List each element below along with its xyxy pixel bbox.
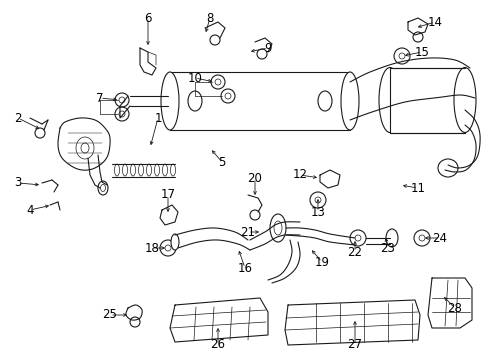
Text: 17: 17: [160, 189, 175, 202]
Ellipse shape: [171, 234, 179, 250]
Text: 4: 4: [26, 203, 34, 216]
Text: 9: 9: [264, 41, 271, 54]
Ellipse shape: [453, 68, 475, 132]
Ellipse shape: [161, 72, 179, 130]
Text: 23: 23: [380, 242, 395, 255]
Text: 2: 2: [14, 112, 21, 125]
Ellipse shape: [378, 68, 400, 132]
Text: 7: 7: [96, 91, 103, 104]
Text: 28: 28: [447, 302, 462, 315]
Bar: [389, 68, 464, 133]
Text: 1: 1: [154, 112, 162, 125]
Ellipse shape: [269, 214, 285, 242]
Text: 16: 16: [237, 261, 252, 274]
Text: 5: 5: [218, 156, 225, 168]
Text: 18: 18: [144, 242, 159, 255]
Text: 19: 19: [314, 256, 329, 269]
Text: 13: 13: [310, 206, 325, 219]
Text: 24: 24: [431, 231, 447, 244]
Text: 12: 12: [292, 168, 307, 181]
Text: 10: 10: [187, 72, 202, 85]
Text: 11: 11: [409, 181, 425, 194]
Bar: [170, 72, 349, 130]
Text: 26: 26: [210, 338, 225, 351]
Text: 3: 3: [14, 176, 21, 189]
Text: 27: 27: [347, 338, 362, 351]
Text: 14: 14: [427, 15, 442, 28]
Text: 21: 21: [240, 225, 255, 238]
Text: 20: 20: [247, 171, 262, 184]
Text: 6: 6: [144, 12, 151, 24]
Text: 15: 15: [414, 45, 428, 58]
Ellipse shape: [385, 229, 397, 247]
Text: 25: 25: [102, 309, 117, 321]
Text: 8: 8: [206, 12, 213, 24]
Ellipse shape: [340, 72, 358, 130]
Text: 22: 22: [347, 246, 362, 258]
